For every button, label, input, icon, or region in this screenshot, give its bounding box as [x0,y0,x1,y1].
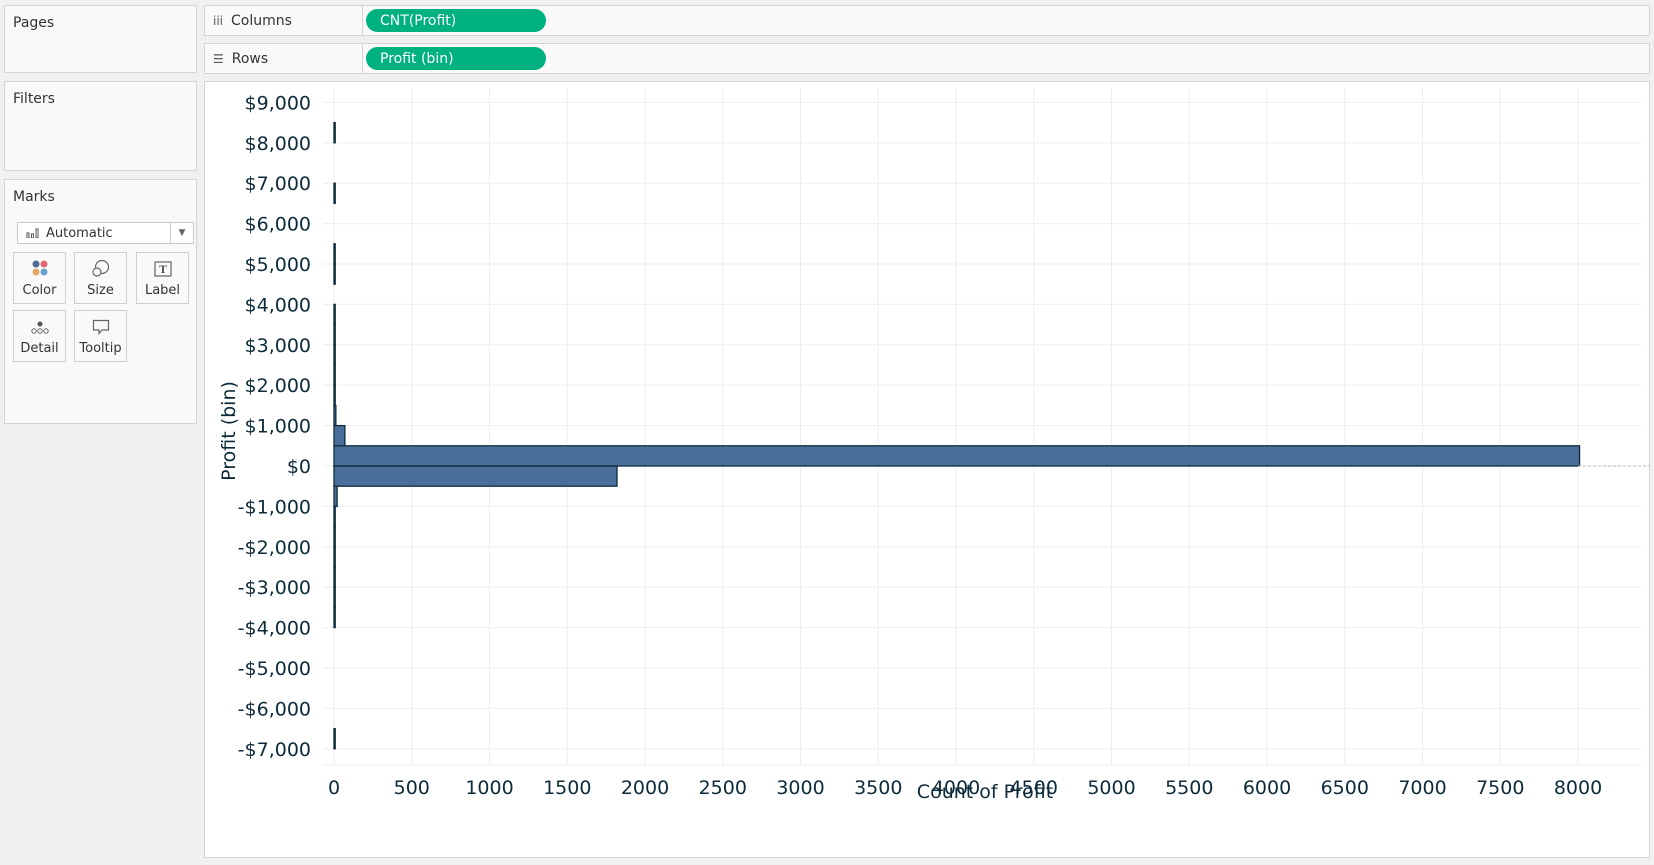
cnt-profit-pill[interactable]: CNT(Profit) [366,9,546,32]
filters-title: Filters [13,91,55,107]
chevron-down-icon[interactable]: ▼ [170,223,193,243]
x-tick-label: 5500 [1165,777,1213,799]
histogram-bar[interactable] [333,243,336,265]
x-tick-label: 2500 [699,777,747,799]
histogram-bar[interactable] [333,586,336,609]
y-tick-label: $0 [287,456,311,478]
size-label: Size [87,283,114,298]
y-tick-label: $9,000 [245,92,311,114]
histogram-bar[interactable] [333,525,336,548]
histogram-bar[interactable] [333,384,336,407]
x-tick-label: 7000 [1398,777,1446,799]
x-tick-label: 7500 [1476,777,1524,799]
y-tick-label: -$6,000 [238,698,311,720]
filters-panel[interactable]: Filters [4,81,197,171]
histogram-bar[interactable] [333,344,336,366]
histogram-bar[interactable] [333,424,346,447]
y-tick-label: $4,000 [245,294,311,316]
histogram-bar[interactable] [333,263,336,285]
columns-label: Columns [231,12,292,29]
y-tick-label: $6,000 [245,214,311,236]
y-tick-label: $2,000 [245,375,311,397]
chart-view: 0 500 1000 1500 2000 2500 3000 3500 4000 4500 5000… [204,81,1654,858]
y-tick-label: -$7,000 [238,739,311,761]
y-tick-label: $3,000 [245,335,311,357]
histogram-bar[interactable] [333,364,336,386]
x-tick-label: 500 [394,777,430,799]
marks-panel: Marks Automatic ▼ Color Size T Label [4,179,197,424]
y-tick-label: $1,000 [245,416,311,438]
speech-bubble-icon [92,319,109,335]
label-button[interactable]: T Label [136,252,189,304]
histogram-bar[interactable] [333,727,336,750]
mark-type-dropdown[interactable]: Automatic ▼ [17,222,194,244]
x-tick-label: 2000 [621,777,669,799]
histogram-bar[interactable] [333,404,337,427]
color-label: Color [22,283,57,298]
histogram-bar[interactable] [333,505,336,528]
size-button[interactable]: Size [74,252,127,304]
y-tick-label: -$1,000 [238,496,311,518]
tooltip-label: Tooltip [79,341,122,356]
rows-label: Rows [231,50,269,67]
columns-shelf[interactable]: iii Columns CNT(Profit) [204,5,1650,36]
x-axis-title: Count of Profit [917,781,1053,803]
rows-shelf[interactable]: ☰ Rows Profit (bin) [204,43,1650,74]
pages-panel[interactable]: Pages [4,5,197,73]
histogram-bar[interactable] [333,323,336,346]
size-circles-icon [91,259,109,277]
bar-chart-icon [26,228,39,238]
pages-title: Pages [13,15,55,31]
columns-shelf-label: iii Columns [205,6,363,35]
rows-icon: ☰ [213,51,224,66]
detail-dots-icon [30,321,49,334]
y-tick-label: -$2,000 [238,537,311,559]
color-dots-icon [32,260,47,276]
detail-label: Detail [20,341,59,356]
label-label: Label [144,283,181,298]
text-label-icon: T [153,261,172,277]
x-tick-label: 4000 [932,777,980,799]
detail-button[interactable]: Detail [13,310,66,362]
x-tick-label: 6000 [1243,777,1291,799]
x-tick-label: 8000 [1554,777,1602,799]
histogram-bar[interactable] [333,546,336,568]
histogram-bar[interactable] [333,182,336,205]
x-tick-label: 4500 [1010,777,1058,799]
tooltip-button[interactable]: Tooltip [74,310,127,362]
histogram-bar[interactable] [333,566,336,588]
x-tick-label: 3500 [854,777,902,799]
histogram-chart[interactable]: 0 500 1000 1500 2000 2500 3000 3500 4000 4500 5000… [205,82,1654,857]
histogram-bar[interactable] [333,121,336,144]
x-tick-label: 3000 [776,777,824,799]
y-axis-title: Profit (bin) [218,381,240,481]
marks-title: Marks [13,189,55,205]
x-tick-label: 1500 [543,777,591,799]
histogram-bar[interactable] [333,445,1581,467]
histogram-bar[interactable] [333,485,338,508]
y-tick-label: $5,000 [245,254,311,276]
x-tick-label: 5000 [1087,777,1135,799]
histogram-bar[interactable] [333,465,618,487]
y-tick-label: -$3,000 [238,577,311,599]
color-button[interactable]: Color [13,252,66,304]
columns-icon: iii [213,13,224,28]
histogram-bar[interactable] [333,303,336,326]
mark-type-label: Automatic [46,225,113,241]
profit-bin-pill[interactable]: Profit (bin) [366,47,546,70]
y-tick-label: -$5,000 [238,658,311,680]
y-tick-label: $7,000 [245,173,311,195]
x-tick-label: 1000 [465,777,513,799]
x-tick-label: 6500 [1321,777,1369,799]
histogram-bar[interactable] [333,606,336,629]
y-tick-label: -$4,000 [238,618,311,640]
rows-shelf-label: ☰ Rows [205,44,363,73]
x-tick-label: 0 [328,777,340,799]
y-tick-label: $8,000 [245,133,311,155]
svg-text:T: T [159,265,167,276]
